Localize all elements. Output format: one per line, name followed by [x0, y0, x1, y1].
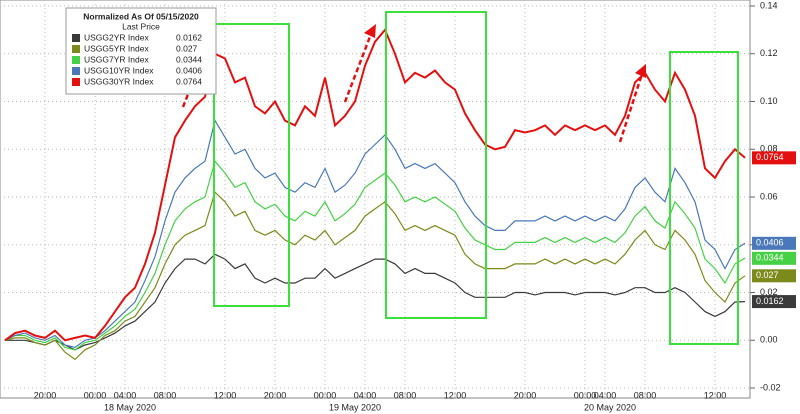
end-value-label: 0.027 [756, 270, 779, 280]
legend-label: USGG30YR Index [84, 76, 154, 86]
legend-title: Normalized As Of 05/15/2020 [83, 11, 199, 21]
legend-value: 0.0764 [176, 76, 202, 86]
legend-value: 0.0406 [176, 65, 202, 75]
legend-label: USGG10YR Index [84, 65, 154, 75]
legend-swatch [72, 78, 80, 86]
x-tick-label: 04:00 [354, 390, 377, 400]
end-tag [752, 251, 796, 265]
end-tag [752, 295, 796, 309]
x-tick-label: 08:00 [634, 390, 657, 400]
legend-swatch [72, 34, 80, 42]
legend-value: 0.027 [176, 43, 198, 53]
arrow-head [364, 24, 376, 38]
series-line [4, 159, 746, 351]
arrow [343, 33, 373, 103]
x-tick-label: 12:00 [444, 390, 467, 400]
x-tick-label: 00:00 [84, 390, 107, 400]
x-group-label: 20 May 2020 [584, 402, 636, 412]
arrow-head [635, 64, 646, 78]
x-tick-label: 04:00 [594, 390, 617, 400]
x-tick-label: 08:00 [394, 390, 417, 400]
y-tick-label: 0.06 [760, 191, 778, 201]
x-tick-label: 04:00 [114, 390, 137, 400]
highlight-box [385, 11, 487, 319]
legend-value: 0.0162 [176, 32, 202, 42]
series-line [4, 119, 746, 349]
x-group-label: 19 May 2020 [329, 402, 381, 412]
end-value-label: 0.0406 [756, 238, 784, 248]
end-value-label: 0.0162 [756, 296, 784, 306]
x-tick-label: 12:00 [214, 390, 237, 400]
x-tick-label: 08:00 [154, 390, 177, 400]
legend: USGG2YR Index 0.0162 USGG5YR Index 0.027 USG… [72, 32, 202, 86]
y-tick-label: -0.02 [760, 382, 781, 392]
legend-box [65, 7, 217, 95]
legend-swatch [72, 45, 80, 53]
end-tag [752, 151, 796, 165]
end-tag [752, 236, 796, 250]
y-tick-label: 0.02 [760, 287, 778, 297]
end-tag [752, 269, 796, 283]
y-tick-label: 0.08 [760, 144, 778, 154]
y-tick-label: 0.00 [760, 335, 778, 345]
x-tick-label: 12:00 [704, 390, 727, 400]
y-tick-label: 0.10 [760, 96, 778, 106]
legend-header: Last Price [122, 21, 160, 31]
series-line [4, 28, 746, 342]
series-line [4, 191, 746, 361]
end-value-label: 0.0344 [756, 253, 784, 263]
legend-label: USGG5YR Index [84, 43, 149, 53]
x-group-label: 18 May 2020 [104, 402, 156, 412]
highlight-box [669, 51, 739, 345]
x-tick-label: 20:00 [34, 390, 57, 400]
x-tick-label: 20:00 [514, 390, 537, 400]
legend-swatch [72, 67, 80, 75]
series-line [5, 253, 746, 351]
end-value-label: 0.0764 [756, 152, 784, 162]
y-tick-label: 0.14 [760, 0, 778, 10]
arrow [618, 73, 644, 143]
legend-label: USGG7YR Index [84, 54, 149, 64]
x-tick-label: 00:00 [314, 390, 337, 400]
x-tick-label: 00:00 [574, 390, 597, 400]
x-tick-label: 20:00 [264, 390, 287, 400]
legend-value: 0.0344 [176, 54, 202, 64]
series-layer [4, 28, 746, 361]
legend-swatch [72, 56, 80, 64]
highlight-box [213, 23, 290, 307]
legend-label: USGG2YR Index [84, 32, 149, 42]
y-tick-label: 0.12 [760, 48, 778, 58]
